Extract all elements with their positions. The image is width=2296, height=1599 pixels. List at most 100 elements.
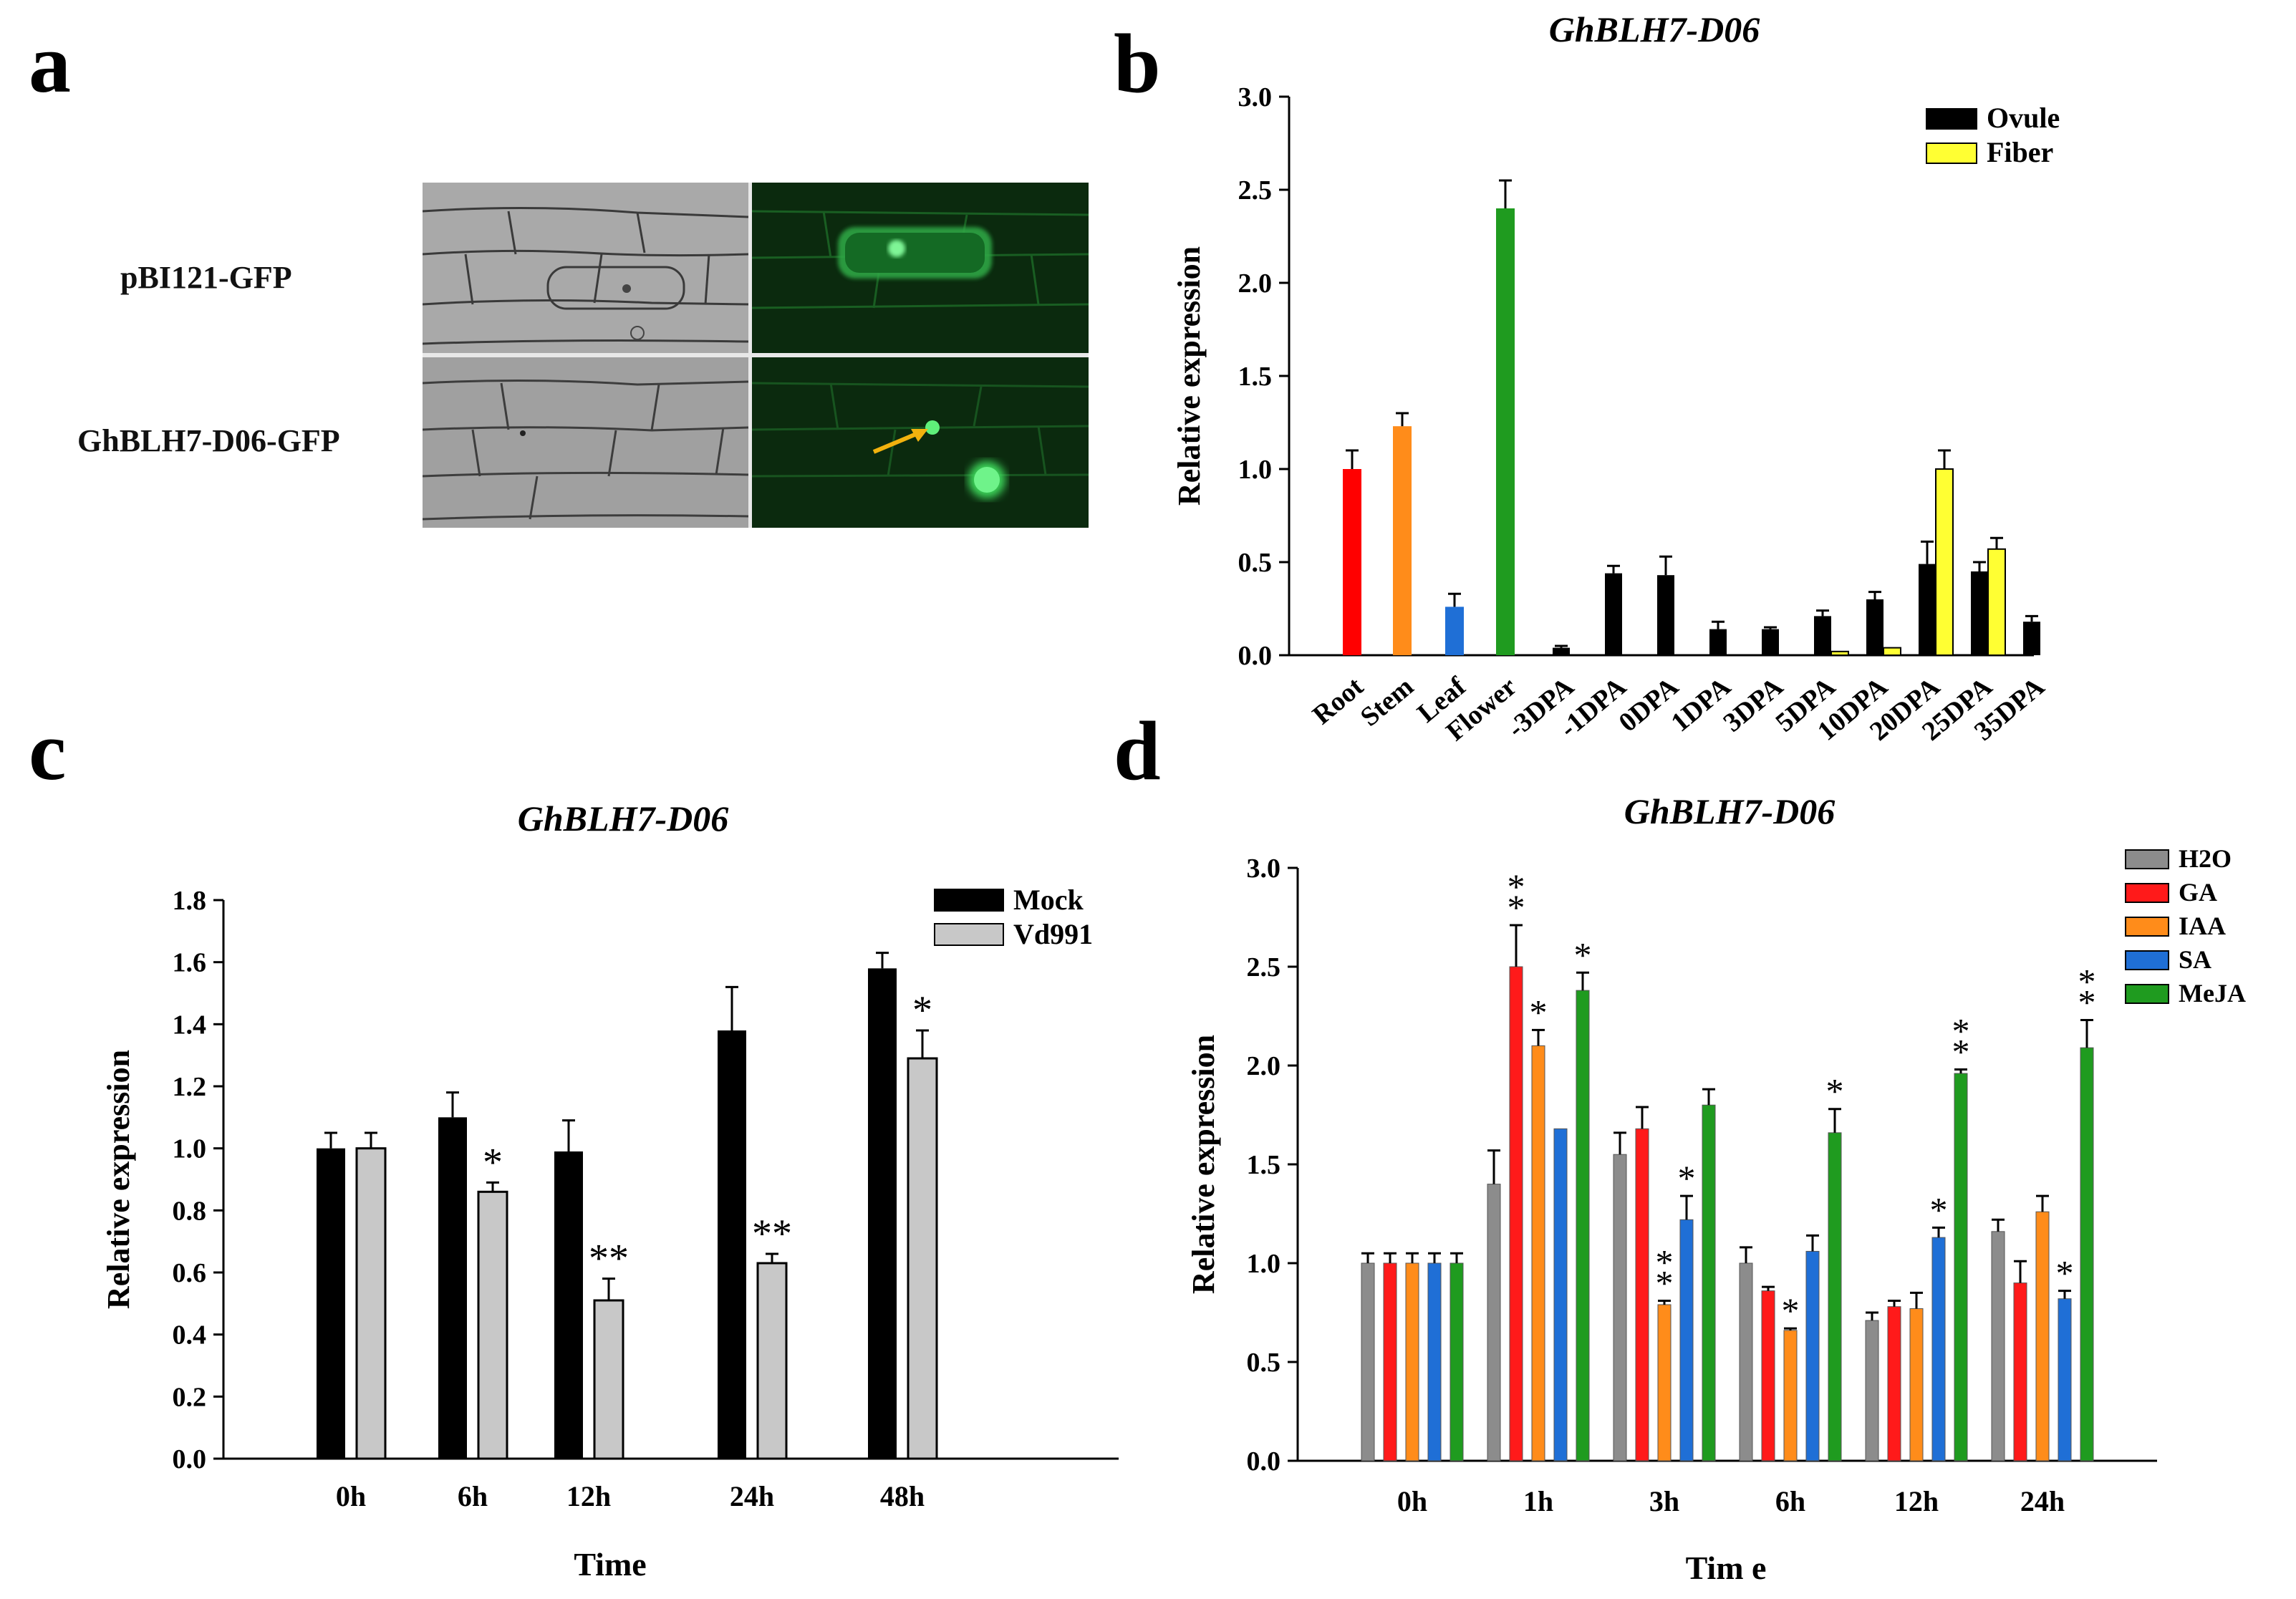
b-x-tick-label: 20DPA xyxy=(1864,671,1946,746)
d-x-tick-label: 12h xyxy=(1894,1485,1939,1517)
c-bar-mock xyxy=(554,1151,583,1459)
c-y-tick-label: 1.2 xyxy=(173,1072,207,1102)
panel-b-letter: b xyxy=(1114,16,1161,110)
c-y-tick-label: 1.4 xyxy=(173,1010,207,1040)
c-legend-swatch xyxy=(934,923,1004,946)
d-bar-iaa xyxy=(2035,1211,2050,1462)
b-x-tick-label: 3DPA xyxy=(1718,671,1790,738)
d-x-tick-label: 24h xyxy=(2020,1485,2065,1517)
d-sig-mark: * xyxy=(2078,962,2096,1002)
c-y-tick-label: 0.0 xyxy=(173,1444,207,1474)
b-y-tick-label: 2.5 xyxy=(1238,175,1273,206)
b-x-tick-label: 10DPA xyxy=(1812,671,1894,746)
d-bar-h2o xyxy=(1487,1184,1501,1462)
d-legend-swatch xyxy=(2125,984,2169,1004)
b-legend-swatch xyxy=(1926,142,1977,164)
d-x-tick-label: 0h xyxy=(1397,1485,1427,1517)
c-x-tick-label: 12h xyxy=(566,1480,611,1512)
d-y-tick-label: 0.5 xyxy=(1247,1348,1281,1378)
d-y-tick-label: 1.0 xyxy=(1247,1249,1281,1279)
c-x-tick-label: 6h xyxy=(458,1480,488,1512)
d-bar-h2o xyxy=(1361,1262,1375,1462)
d-bar-iaa xyxy=(1783,1330,1798,1462)
d-bar-meja xyxy=(1828,1132,1842,1462)
c-y-tick-label: 1.8 xyxy=(173,886,207,916)
d-x-tick-label: 1h xyxy=(1523,1485,1553,1517)
b-bar-leaf xyxy=(1445,607,1464,655)
d-bar-sa xyxy=(2058,1298,2072,1462)
b-y-axis-label: Relative expression xyxy=(1172,246,1207,506)
d-legend-label: SA xyxy=(2179,945,2211,974)
d-bar-ga xyxy=(1383,1262,1397,1462)
c-x-tick-label: 0h xyxy=(336,1480,366,1512)
d-legend-swatch xyxy=(2125,849,2169,869)
c-sig-mark: ** xyxy=(752,1212,792,1256)
d-y-tick-label: 2.0 xyxy=(1247,1051,1281,1081)
c-bar-vd991 xyxy=(907,1057,938,1460)
row-label-pbi121-gfp: pBI121-GFP xyxy=(120,260,292,295)
b-y-tick-label: 2.0 xyxy=(1238,269,1273,299)
d-bar-meja xyxy=(1702,1104,1716,1462)
d-bar-ga xyxy=(2013,1282,2027,1462)
d-legend-swatch xyxy=(2125,950,2169,970)
b-y-tick-label: 1.0 xyxy=(1238,455,1273,485)
c-y-tick-label: 0.2 xyxy=(173,1382,207,1412)
b-bar-fiber xyxy=(1830,650,1849,656)
d-bar-iaa xyxy=(1909,1308,1924,1462)
b-legend-label: Fiber xyxy=(1987,136,2053,168)
d-legend-label: GA xyxy=(2179,878,2217,907)
b-x-tick-label: Root xyxy=(1307,672,1369,731)
d-x-axis-title: Tim e xyxy=(1686,1550,1767,1586)
c-x-tick-label: 24h xyxy=(730,1480,774,1512)
d-sig-mark: * xyxy=(2078,982,2096,1023)
b-x-tick-label: 0DPA xyxy=(1614,671,1685,738)
b-x-tick-label: 25DPA xyxy=(1916,671,1998,746)
c-bar-mock xyxy=(718,1030,746,1459)
d-bar-sa xyxy=(1679,1219,1694,1462)
d-legend-label: H2O xyxy=(2179,844,2232,873)
b-bar-ovule xyxy=(1709,629,1727,655)
b-x-tick-label: 5DPA xyxy=(1770,671,1842,738)
micrograph-grid xyxy=(423,183,1089,528)
d-legend-label: IAA xyxy=(2179,912,2226,940)
b-bar-ovule xyxy=(1971,571,1988,655)
b-bar-ovule xyxy=(1919,564,1936,655)
d-bar-sa xyxy=(1553,1128,1568,1462)
d-y-axis-label: Relative expression xyxy=(1186,1035,1221,1294)
d-bar-meja xyxy=(1954,1073,1968,1462)
b-bar-ovule xyxy=(1866,599,1883,655)
d-bar-meja xyxy=(1450,1262,1464,1462)
c-bar-vd991 xyxy=(355,1147,387,1460)
d-y-tick-label: 0.0 xyxy=(1247,1446,1281,1477)
c-bar-mock xyxy=(438,1117,467,1459)
brightfield-image-bottom xyxy=(423,357,749,528)
b-x-tick-label: Stem xyxy=(1355,672,1419,733)
b-bar-ovule xyxy=(1657,575,1674,655)
d-bar-iaa xyxy=(1657,1304,1672,1462)
d-sig-mark: * xyxy=(1508,887,1525,927)
b-x-tick-label: Leaf xyxy=(1412,671,1472,729)
d-sig-mark: * xyxy=(1656,1242,1674,1282)
d-bar-ga xyxy=(1635,1128,1649,1462)
c-legend-label: Vd991 xyxy=(1013,918,1093,950)
b-bar-flower xyxy=(1496,208,1515,655)
d-sig-mark: * xyxy=(1530,992,1548,1032)
b-bar-fiber xyxy=(1883,647,1901,656)
brightfield-image-top xyxy=(423,183,749,353)
d-x-tick-label: 3h xyxy=(1649,1485,1679,1517)
c-bar-vd991 xyxy=(593,1299,624,1460)
b-bar-ovule xyxy=(1553,647,1570,655)
d-bar-h2o xyxy=(1865,1320,1879,1462)
panel-c-letter: c xyxy=(29,704,67,798)
c-bar-vd991 xyxy=(477,1190,508,1460)
b-x-tick-label: 35DPA xyxy=(1969,671,2050,746)
row-label-ghblh7-d06-gfp: GhBLH7-D06-GFP xyxy=(77,423,340,458)
d-bar-h2o xyxy=(1739,1262,1753,1462)
fluorescence-image-bottom xyxy=(751,357,1089,528)
b-y-tick-label: 0.0 xyxy=(1238,641,1273,671)
d-sig-mark: * xyxy=(1930,1189,1948,1230)
b-y-tick-label: 3.0 xyxy=(1238,82,1273,112)
d-bar-sa xyxy=(1931,1237,1946,1462)
b-bar-root xyxy=(1343,469,1361,655)
b-chart-title: GhBLH7-D06 xyxy=(1549,9,1760,49)
